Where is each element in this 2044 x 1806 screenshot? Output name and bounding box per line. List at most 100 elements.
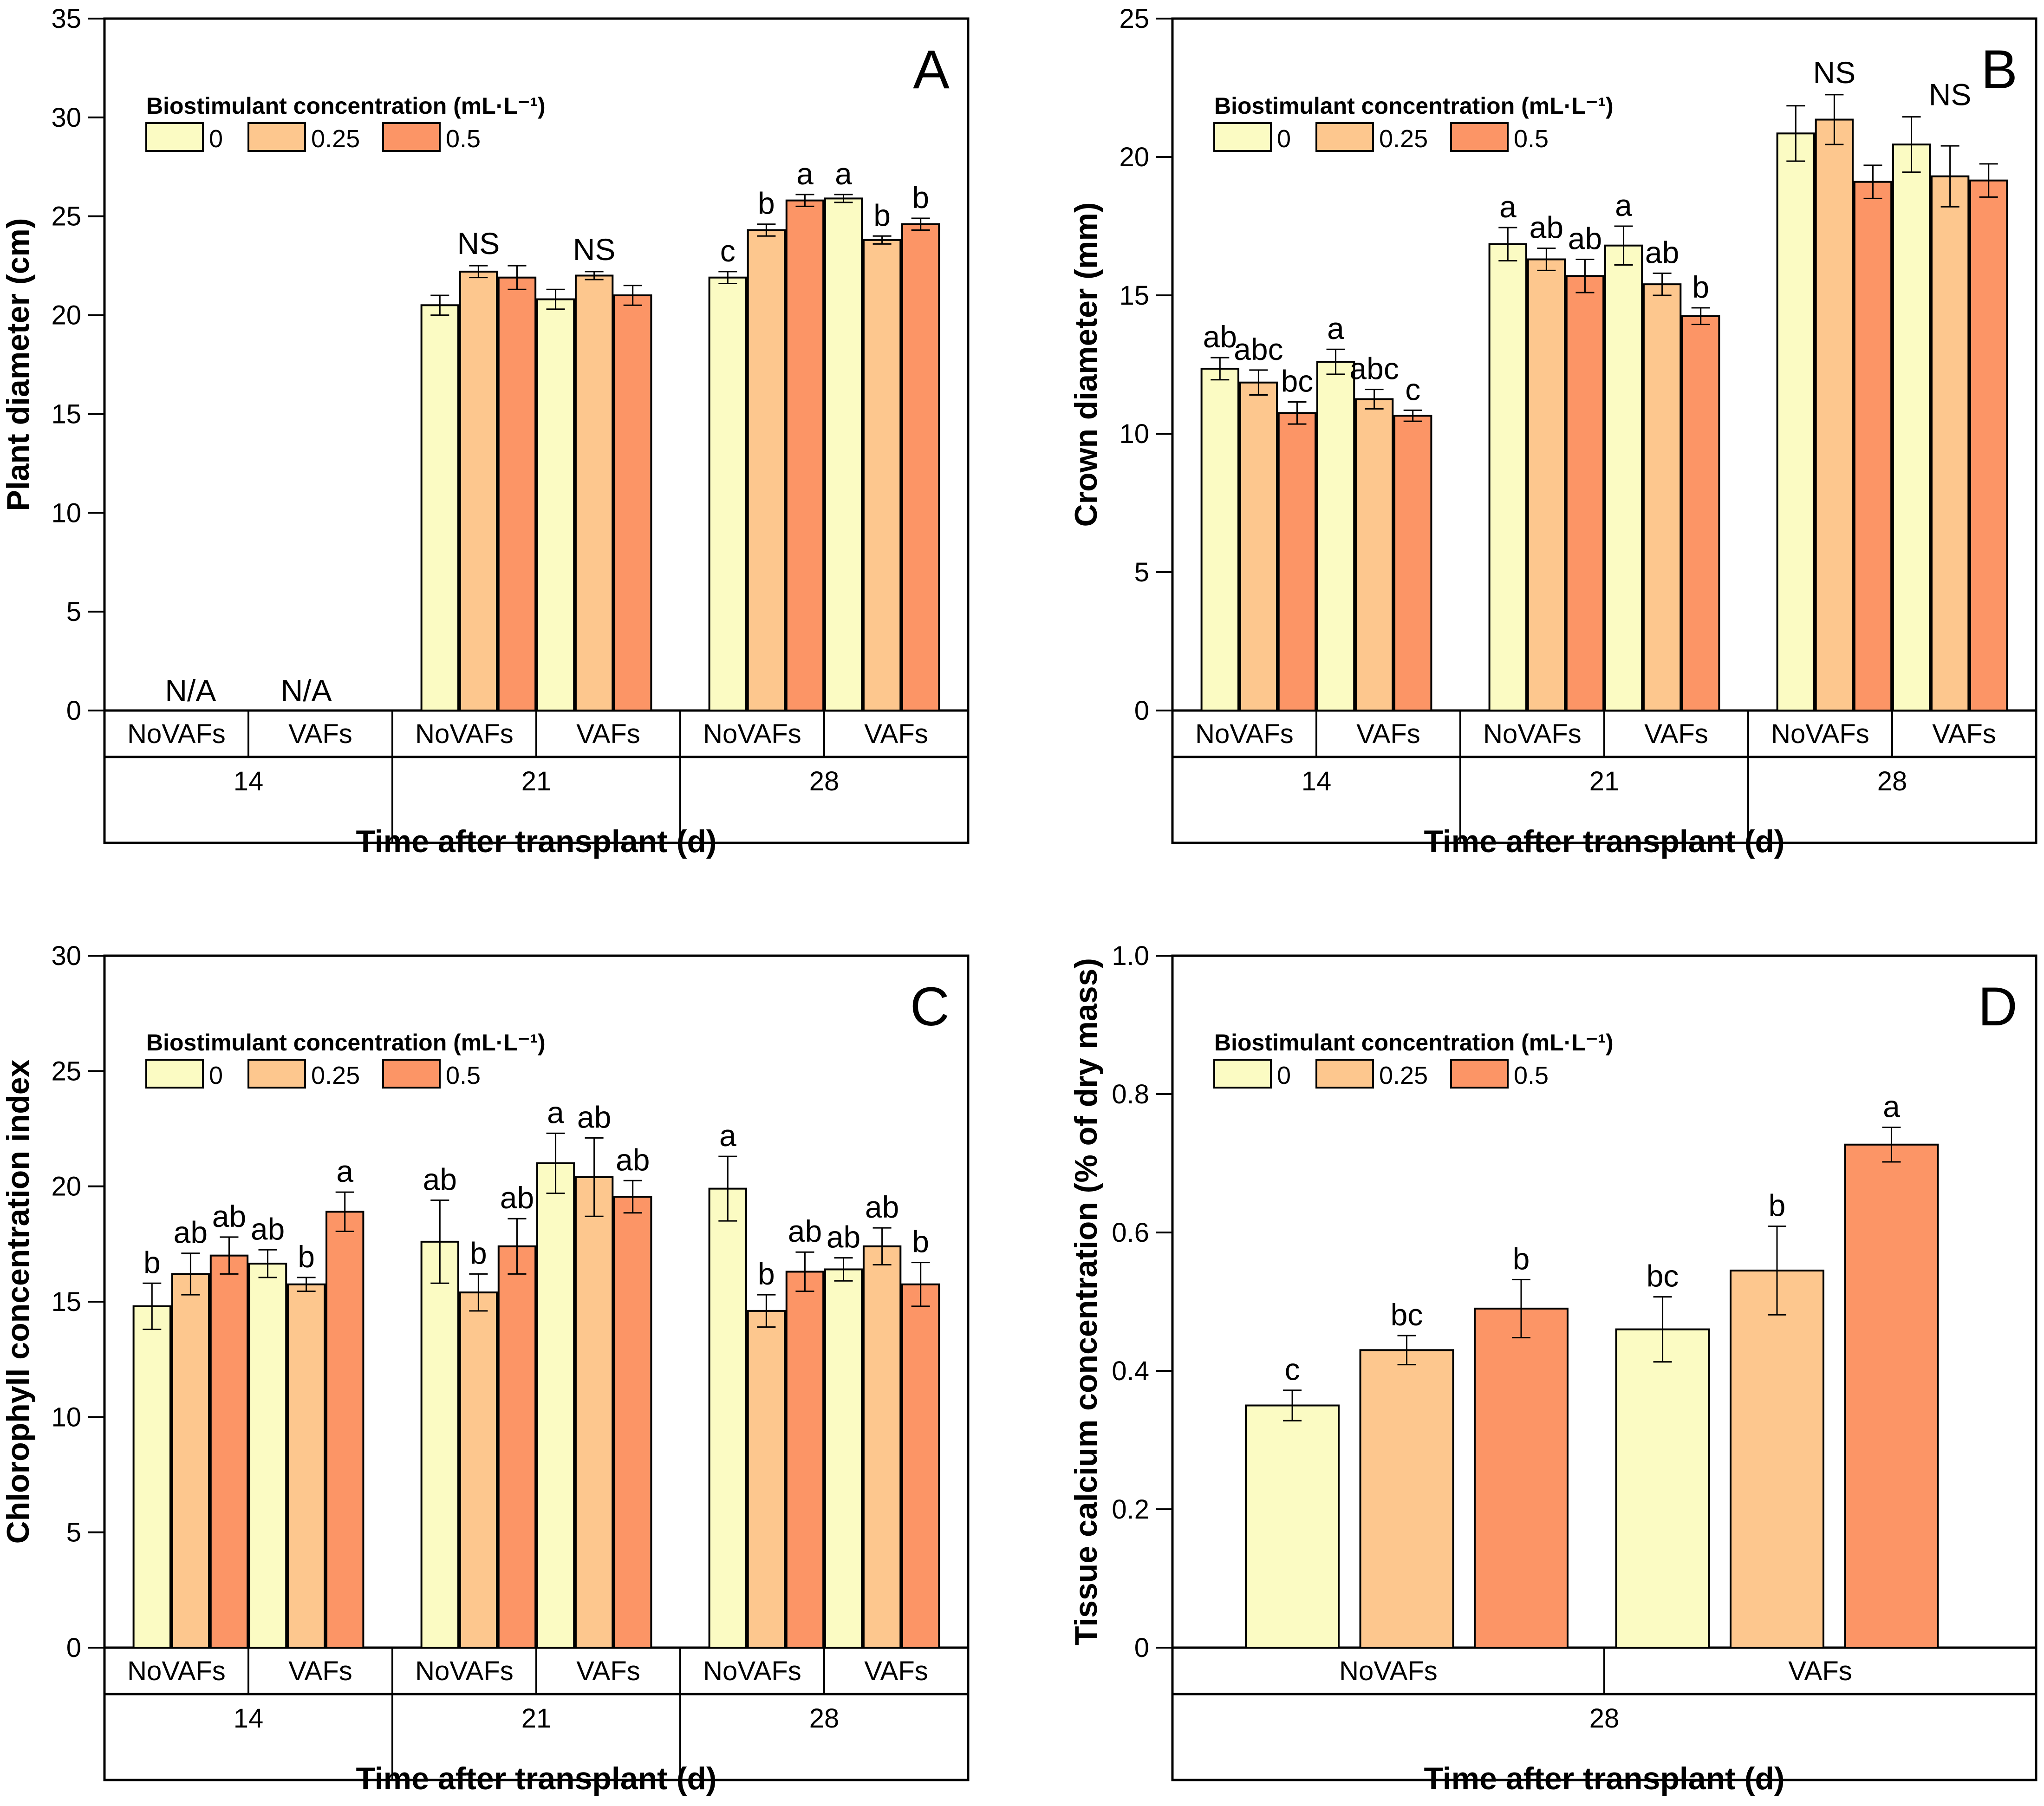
- bar: [1892, 143, 1931, 711]
- significance-letter: ab: [827, 1220, 860, 1254]
- treatment-label: VAFs: [1788, 1656, 1852, 1686]
- time-label: 14: [234, 1703, 264, 1734]
- y-tick-label: 0: [1134, 1633, 1149, 1663]
- significance-letter: a: [835, 156, 852, 191]
- significance-letter: b: [912, 180, 929, 215]
- significance-letter: b: [912, 1225, 929, 1259]
- bar: [862, 239, 902, 711]
- bar: [132, 1305, 171, 1649]
- legend-swatch: [1213, 1059, 1272, 1089]
- legend: Biostimulant concentration (mL·L⁻¹) 0 0.25…: [1213, 1030, 1614, 1089]
- significance-letter: b: [1692, 270, 1709, 304]
- panel-a: 0 5 10 15 20 25 30 35 Plant diameter (cm) Time af…: [0, 4, 970, 859]
- bar: [708, 1187, 747, 1649]
- bar: [574, 1176, 614, 1649]
- significance-letter: a: [1499, 189, 1517, 224]
- bar: [613, 1196, 652, 1649]
- legend-label: 0.25: [311, 1062, 360, 1089]
- significance-letter: ab: [1530, 210, 1563, 245]
- treatment-label: NoVAFs: [703, 1656, 801, 1686]
- bar: [420, 1240, 459, 1649]
- significance-letter: ab: [423, 1162, 457, 1196]
- bar: [1393, 415, 1432, 711]
- significance-letter: ab: [577, 1100, 611, 1134]
- y-tick-label: 35: [51, 4, 81, 34]
- legend-label: 0.5: [1514, 125, 1549, 153]
- bar: [1474, 1307, 1569, 1649]
- y-axis-title: Plant diameter (cm): [0, 218, 36, 511]
- treatment-label: VAFs: [864, 719, 928, 749]
- bar: [613, 294, 652, 711]
- significance-letter: ab: [500, 1180, 534, 1215]
- bar: [536, 1162, 575, 1649]
- significance-letter: ab: [788, 1214, 822, 1248]
- bar: [459, 1291, 498, 1649]
- y-tick-label: 0.8: [1112, 1079, 1149, 1109]
- bar: [1488, 243, 1527, 711]
- significance-letter: abc: [1234, 332, 1283, 366]
- bar: [901, 223, 940, 712]
- legend-swatch: [247, 1059, 306, 1089]
- significance-letter: b: [873, 198, 891, 232]
- not-significant-label: NS: [1813, 55, 1856, 90]
- significance-letter: a: [1883, 1089, 1900, 1124]
- bar: [248, 1263, 287, 1649]
- y-tick-label: 10: [51, 1402, 81, 1432]
- bar: [1642, 283, 1682, 711]
- significance-letter: b: [758, 186, 775, 221]
- not-available-label: N/A: [165, 673, 216, 708]
- y-tick-label: 10: [1119, 419, 1149, 449]
- bar: [497, 276, 537, 711]
- bar: [1730, 1269, 1824, 1649]
- bar: [1930, 175, 1970, 712]
- treatment-label: NoVAFs: [127, 1656, 226, 1686]
- treatment-label: VAFs: [576, 719, 640, 749]
- legend-label: 0.25: [1379, 1062, 1428, 1089]
- legend-swatch: [1213, 122, 1272, 152]
- bar: [824, 1268, 863, 1649]
- significance-letter: b: [470, 1236, 487, 1270]
- y-axis-title: Chlorophyll concentration index: [0, 1059, 36, 1544]
- significance-letter: a: [547, 1095, 564, 1129]
- significance-letter: ab: [616, 1142, 650, 1177]
- bar: [747, 1310, 786, 1649]
- y-tick-label: 25: [51, 202, 81, 232]
- bar: [497, 1245, 537, 1649]
- significance-letter: ab: [1203, 319, 1237, 354]
- x-axis-title: Time after transplant (d): [356, 1761, 716, 1796]
- significance-letter: b: [143, 1245, 161, 1279]
- treatment-label: NoVAFs: [127, 719, 226, 749]
- bar: [901, 1283, 940, 1649]
- legend-title: Biostimulant concentration (mL·L⁻¹): [146, 1030, 546, 1056]
- y-tick-label: 15: [1119, 280, 1149, 311]
- y-tick-label: 1.0: [1112, 941, 1149, 971]
- panel-letter: A: [913, 39, 950, 100]
- treatment-label: NoVAFs: [1771, 719, 1869, 749]
- x-axis-title: Time after transplant (d): [1424, 1761, 1784, 1796]
- time-label: 28: [809, 766, 840, 796]
- legend-label: 0: [209, 125, 223, 153]
- bar: [824, 197, 863, 711]
- y-tick-label: 5: [66, 597, 81, 627]
- legend: Biostimulant concentration (mL·L⁻¹) 0 0.25…: [145, 1030, 546, 1089]
- bar: [1316, 361, 1355, 711]
- y-tick-label: 20: [1119, 142, 1149, 172]
- bar: [747, 229, 786, 711]
- significance-letter: c: [720, 234, 736, 268]
- bar: [1565, 275, 1605, 711]
- legend-label: 0.5: [1514, 1062, 1549, 1089]
- significance-letter: ab: [251, 1212, 285, 1246]
- y-tick-label: 15: [51, 1287, 81, 1317]
- significance-letter: a: [719, 1118, 736, 1153]
- treatment-label: NoVAFs: [1339, 1656, 1438, 1686]
- significance-letter: b: [1513, 1241, 1530, 1276]
- significance-letter: ab: [1568, 222, 1602, 256]
- bar: [171, 1273, 210, 1649]
- y-axis-title: Crown diameter (mm): [1068, 202, 1104, 527]
- significance-letter: bc: [1281, 364, 1314, 398]
- y-tick-label: 20: [51, 1172, 81, 1202]
- bar: [708, 276, 747, 711]
- treatment-label: NoVAFs: [703, 719, 801, 749]
- bar: [1853, 181, 1893, 711]
